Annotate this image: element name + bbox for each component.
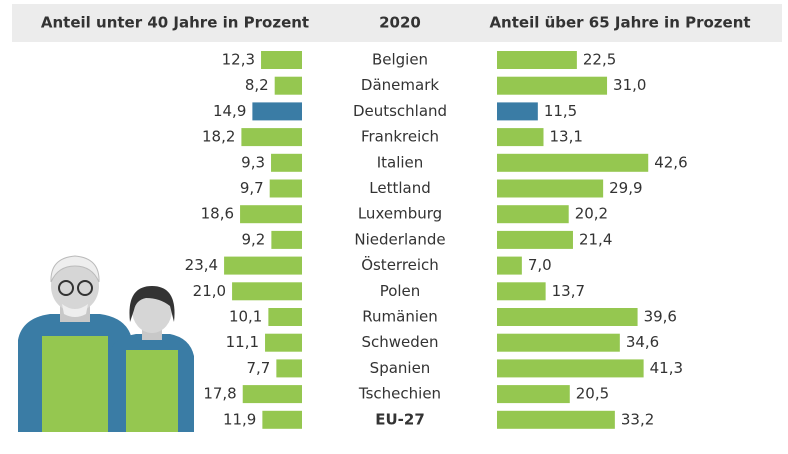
category-label: Tschechien: [358, 385, 441, 403]
bar-left: [242, 385, 302, 404]
value-label-right: 11,5: [544, 102, 577, 120]
bar-right: [497, 308, 638, 326]
category-label: Niederlande: [354, 230, 445, 248]
value-label-left: 10,1: [229, 308, 262, 326]
value-label-left: 18,6: [201, 205, 234, 223]
bar-left: [265, 333, 302, 352]
category-label: Belgien: [372, 51, 428, 69]
category-label: Luxemburg: [358, 205, 442, 223]
value-label-left: 23,4: [185, 256, 218, 274]
bar-right: [497, 333, 620, 352]
value-label-right: 33,2: [621, 410, 654, 428]
bar-left: [276, 359, 302, 378]
category-label: EU-27: [375, 410, 425, 428]
category-label: Lettland: [369, 179, 430, 197]
value-label-left: 9,3: [241, 153, 265, 171]
value-label-right: 20,2: [575, 205, 608, 223]
bar-right: [497, 359, 644, 378]
category-label: Österreich: [361, 255, 439, 274]
chart-title: 2020: [379, 14, 421, 32]
category-label: Schweden: [361, 333, 438, 351]
bar-left: [268, 308, 302, 326]
bar-right: [497, 230, 573, 249]
bar-left: [274, 76, 302, 95]
value-label-left: 11,9: [223, 410, 256, 428]
bar-right: [497, 153, 649, 172]
value-label-right: 42,6: [654, 153, 687, 171]
category-label: Frankreich: [361, 128, 439, 146]
bar-right: [497, 205, 569, 224]
value-label-right: 21,4: [579, 230, 612, 248]
value-label-right: 34,6: [626, 333, 659, 351]
bar-left: [232, 282, 302, 301]
bar-left: [224, 256, 302, 275]
bar-left: [240, 205, 302, 224]
value-label-right: 22,5: [583, 51, 616, 69]
bar-right: [497, 76, 608, 95]
value-label-left: 8,2: [245, 76, 269, 94]
value-label-left: 21,0: [193, 282, 226, 300]
bar-left: [262, 410, 302, 429]
bar-right: [497, 51, 577, 69]
bar-left: [241, 128, 302, 147]
value-label-left: 12,3: [222, 51, 255, 69]
value-label-left: 18,2: [202, 128, 235, 146]
bar-right: [497, 410, 615, 429]
value-label-left: 17,8: [203, 385, 236, 403]
bar-right: [497, 128, 544, 147]
category-label: Dänemark: [361, 76, 439, 94]
value-label-left: 11,1: [226, 333, 259, 351]
bar-left: [252, 102, 302, 121]
category-label: Spanien: [370, 359, 431, 377]
bar-left: [271, 153, 302, 172]
bar-right: [497, 179, 604, 198]
right-header: Anteil über 65 Jahre in Prozent: [489, 14, 750, 32]
illustration: [18, 255, 194, 432]
left-header: Anteil unter 40 Jahre in Prozent: [41, 14, 309, 32]
value-label-left: 14,9: [213, 102, 246, 120]
category-label: Deutschland: [353, 102, 447, 120]
value-label-right: 31,0: [613, 76, 646, 94]
value-label-left: 9,2: [242, 230, 266, 248]
value-label-right: 13,1: [550, 128, 583, 146]
value-label-right: 39,6: [644, 308, 677, 326]
value-label-right: 41,3: [650, 359, 683, 377]
bar-left: [271, 230, 302, 249]
value-label-right: 13,7: [552, 282, 585, 300]
bar-left: [261, 51, 302, 69]
value-label-left: 7,7: [246, 359, 270, 377]
header-band: [12, 4, 782, 42]
bar-right: [497, 282, 546, 301]
bar-left: [269, 179, 302, 198]
category-label: Polen: [380, 282, 421, 300]
bar-right: [497, 102, 538, 121]
bar-right: [497, 385, 570, 404]
category-label: Rumänien: [362, 308, 437, 326]
value-label-right: 20,5: [576, 385, 609, 403]
value-label-right: 29,9: [609, 179, 642, 197]
category-label: Italien: [377, 153, 424, 171]
bar-right: [497, 256, 522, 275]
value-label-left: 9,7: [240, 179, 264, 197]
value-label-right: 7,0: [528, 256, 552, 274]
